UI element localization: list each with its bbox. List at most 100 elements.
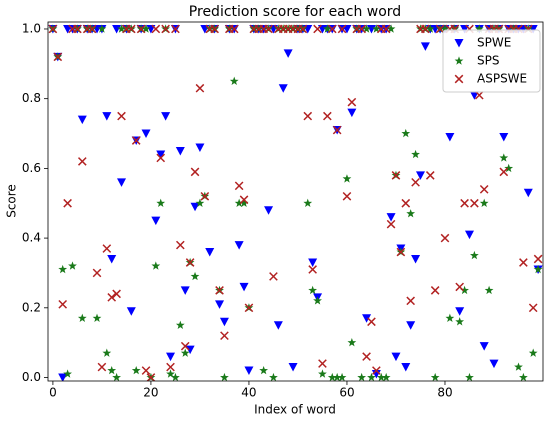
point xyxy=(298,24,308,34)
point xyxy=(362,24,371,33)
point xyxy=(117,178,127,187)
point xyxy=(97,24,107,33)
point xyxy=(499,153,509,162)
point xyxy=(112,372,121,381)
point xyxy=(386,219,396,229)
point xyxy=(239,198,249,207)
point xyxy=(273,321,283,330)
point xyxy=(327,24,337,34)
point xyxy=(528,303,538,313)
point xyxy=(151,216,161,226)
point xyxy=(391,352,401,362)
point xyxy=(269,272,278,281)
point xyxy=(58,373,68,381)
point xyxy=(337,372,347,381)
point xyxy=(219,317,229,327)
x-tick-label: 0 xyxy=(49,386,57,400)
point xyxy=(229,24,239,34)
point xyxy=(102,244,112,253)
point xyxy=(362,314,372,323)
point xyxy=(156,150,166,159)
legend-box xyxy=(442,29,541,93)
point xyxy=(460,198,469,208)
point xyxy=(357,24,366,34)
point xyxy=(185,258,195,267)
point xyxy=(303,198,313,207)
point xyxy=(514,362,523,371)
point xyxy=(357,372,367,381)
point xyxy=(318,369,327,378)
y-tick-label: 0.6 xyxy=(22,161,41,175)
point xyxy=(166,352,176,362)
point xyxy=(77,313,87,322)
point xyxy=(200,191,210,201)
point xyxy=(415,171,425,180)
point xyxy=(151,24,161,34)
point xyxy=(87,24,97,34)
point xyxy=(347,97,357,107)
point xyxy=(112,289,121,299)
point xyxy=(479,198,489,207)
point xyxy=(229,76,239,85)
point xyxy=(117,24,126,33)
point xyxy=(401,363,411,372)
point xyxy=(215,300,225,309)
point xyxy=(175,320,185,329)
point xyxy=(489,359,499,369)
point xyxy=(239,195,249,205)
point xyxy=(220,331,229,341)
point xyxy=(195,83,205,93)
point xyxy=(381,372,391,381)
point xyxy=(528,348,538,357)
point xyxy=(421,24,430,34)
point xyxy=(347,108,357,118)
x-tick-label: 80 xyxy=(437,386,452,400)
point xyxy=(372,366,381,375)
point xyxy=(205,248,215,257)
point xyxy=(381,24,391,34)
point xyxy=(411,255,421,264)
y-tick-label: 0.8 xyxy=(22,91,41,105)
point xyxy=(107,365,117,375)
point xyxy=(519,258,528,267)
point xyxy=(386,24,396,33)
point xyxy=(190,202,200,212)
point xyxy=(180,286,190,295)
point xyxy=(430,372,440,381)
point xyxy=(278,84,288,93)
legend-marker xyxy=(454,56,464,65)
point xyxy=(445,133,455,142)
point xyxy=(455,282,465,292)
point xyxy=(523,188,533,198)
point xyxy=(533,264,543,274)
point xyxy=(430,286,440,295)
point xyxy=(131,136,141,145)
point xyxy=(308,285,318,295)
point xyxy=(195,143,205,152)
x-tick-label: 20 xyxy=(143,386,158,400)
point xyxy=(63,369,72,378)
point xyxy=(171,372,180,381)
point xyxy=(107,293,117,302)
point xyxy=(323,111,332,121)
point xyxy=(313,24,322,34)
point xyxy=(195,198,205,207)
point xyxy=(156,198,166,207)
point xyxy=(180,341,190,351)
point xyxy=(102,112,112,121)
point xyxy=(367,317,376,327)
point xyxy=(156,153,166,163)
point xyxy=(327,372,337,381)
legend-label: SPS xyxy=(477,54,499,68)
point xyxy=(77,115,87,125)
point xyxy=(136,24,146,34)
point xyxy=(435,24,445,34)
point xyxy=(406,209,416,218)
point xyxy=(519,372,528,381)
y-tick-label: 1.0 xyxy=(22,21,41,35)
point xyxy=(131,365,141,375)
point xyxy=(126,307,136,316)
point xyxy=(401,128,411,138)
point xyxy=(269,372,278,381)
point xyxy=(479,184,489,194)
